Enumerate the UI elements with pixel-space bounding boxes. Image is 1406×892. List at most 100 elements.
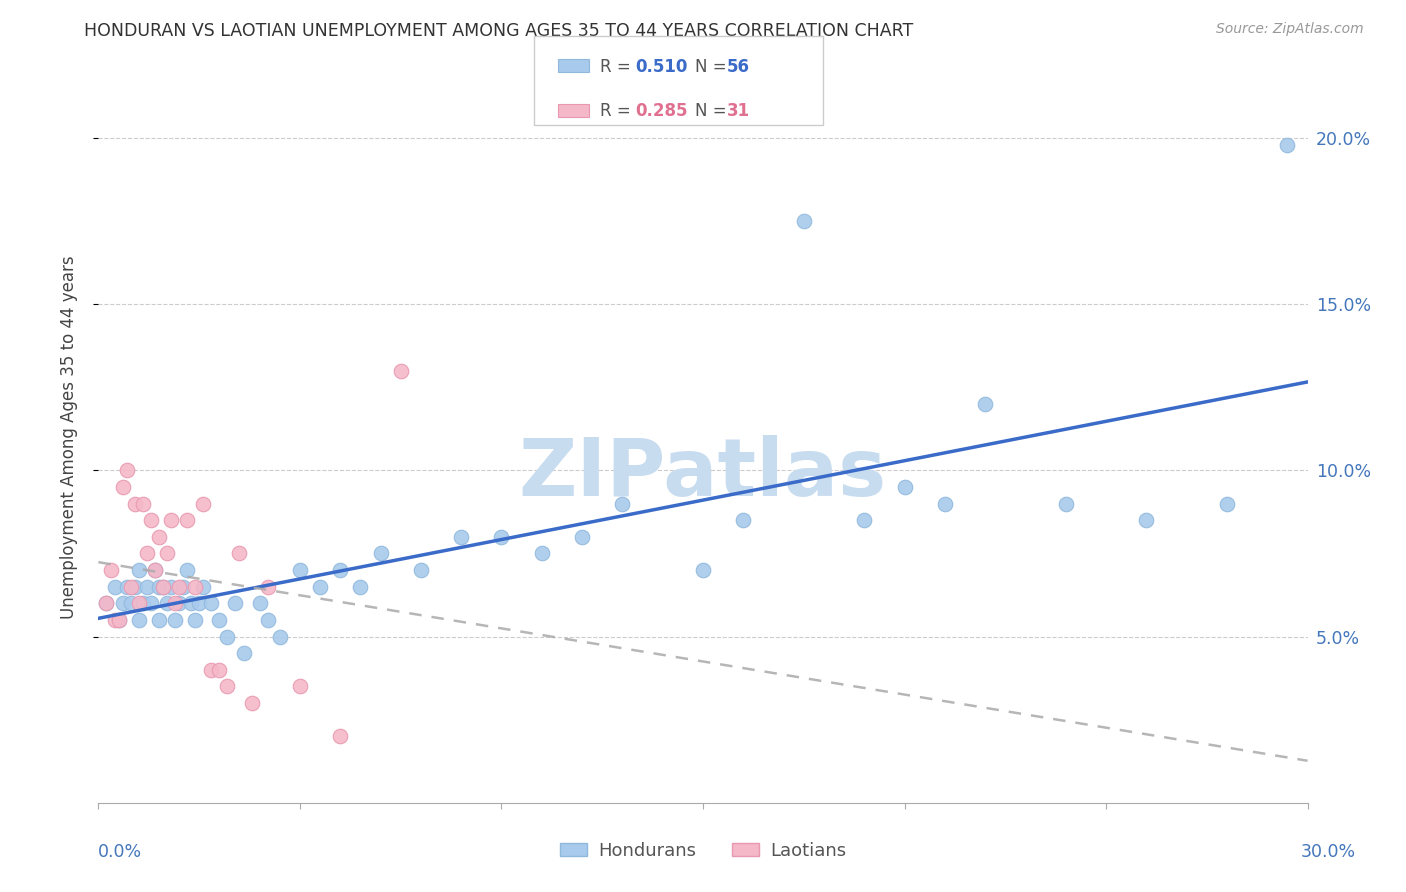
Point [143, 563, 166, 577]
Point [132, 596, 155, 610]
Point [208, 663, 231, 677]
Point [612, 497, 634, 511]
Point [103, 613, 125, 627]
Point [128, 596, 150, 610]
Point [143, 563, 166, 577]
Point [329, 563, 352, 577]
Text: HONDURAN VS LAOTIAN UNEMPLOYMENT AMONG AGES 35 TO 44 YEARS CORRELATION CHART: HONDURAN VS LAOTIAN UNEMPLOYMENT AMONG A… [84, 22, 914, 40]
Point [200, 663, 222, 677]
Point [200, 596, 222, 610]
Point [256, 580, 278, 594]
Point [124, 497, 146, 511]
Point [107, 613, 129, 627]
Point [1054, 497, 1077, 511]
Point [349, 580, 371, 594]
Point [224, 596, 246, 610]
Text: Source: ZipAtlas.com: Source: ZipAtlas.com [1216, 22, 1364, 37]
Point [167, 596, 190, 610]
Point [96, 596, 118, 610]
Point [163, 613, 186, 627]
Point [288, 563, 311, 577]
Point [115, 463, 138, 477]
Point [370, 546, 392, 560]
Point [111, 596, 134, 610]
Point [217, 630, 239, 644]
Point [124, 580, 146, 594]
Point [103, 580, 125, 594]
Legend: Hondurans, Laotians: Hondurans, Laotians [553, 835, 853, 867]
Point [148, 580, 170, 594]
Point [389, 363, 412, 377]
Point [172, 580, 194, 594]
Point [1277, 137, 1299, 152]
Text: 0.510: 0.510 [636, 58, 688, 76]
Point [107, 613, 129, 627]
Point [163, 596, 186, 610]
Text: ZIPatlas: ZIPatlas [519, 434, 887, 513]
Point [135, 580, 157, 594]
Point [974, 397, 997, 411]
Point [853, 513, 876, 527]
Point [184, 580, 207, 594]
Point [692, 563, 714, 577]
Point [139, 513, 162, 527]
Point [120, 596, 142, 610]
Point [148, 530, 170, 544]
Point [256, 613, 278, 627]
Point [152, 580, 174, 594]
Point [120, 580, 142, 594]
Text: R =: R = [600, 58, 637, 76]
Point [188, 596, 211, 610]
Point [530, 546, 553, 560]
Text: N =: N = [695, 58, 731, 76]
Point [571, 530, 593, 544]
Point [156, 546, 179, 560]
Point [193, 580, 215, 594]
Text: R =: R = [600, 103, 637, 120]
Text: N =: N = [695, 103, 731, 120]
Point [128, 613, 150, 627]
Point [1135, 513, 1157, 527]
Point [176, 563, 198, 577]
Y-axis label: Unemployment Among Ages 35 to 44 years: Unemployment Among Ages 35 to 44 years [59, 255, 77, 619]
Text: 31: 31 [727, 103, 749, 120]
Point [96, 596, 118, 610]
Point [240, 696, 263, 710]
Point [1216, 497, 1239, 511]
Point [288, 680, 311, 694]
Point [269, 630, 291, 644]
Point [893, 480, 915, 494]
Point [160, 513, 183, 527]
Text: 0.285: 0.285 [636, 103, 688, 120]
Point [249, 596, 271, 610]
Point [176, 513, 198, 527]
Point [180, 596, 202, 610]
Point [148, 613, 170, 627]
Text: 30.0%: 30.0% [1301, 843, 1357, 861]
Point [184, 613, 207, 627]
Text: 56: 56 [727, 58, 749, 76]
Point [152, 580, 174, 594]
Point [793, 214, 815, 228]
Point [450, 530, 472, 544]
Text: 0.0%: 0.0% [97, 843, 142, 861]
Point [934, 497, 956, 511]
Point [115, 580, 138, 594]
Point [100, 563, 122, 577]
Point [128, 563, 150, 577]
Point [156, 596, 179, 610]
Point [733, 513, 755, 527]
Point [217, 680, 239, 694]
Point [491, 530, 513, 544]
Point [167, 580, 190, 594]
Point [329, 729, 352, 743]
Point [208, 613, 231, 627]
Point [409, 563, 432, 577]
Point [135, 546, 157, 560]
Point [132, 497, 155, 511]
Point [193, 497, 215, 511]
Point [160, 580, 183, 594]
Point [111, 480, 134, 494]
Point [309, 580, 332, 594]
Point [139, 596, 162, 610]
